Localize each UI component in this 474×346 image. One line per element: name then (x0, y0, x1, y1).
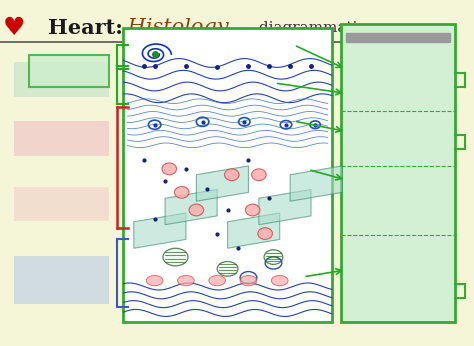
Ellipse shape (272, 275, 288, 286)
Bar (123, 28, 332, 322)
Ellipse shape (258, 228, 273, 239)
Ellipse shape (189, 204, 204, 216)
Ellipse shape (240, 275, 257, 286)
Ellipse shape (252, 169, 266, 181)
Text: Heart:: Heart: (47, 18, 122, 38)
Ellipse shape (178, 275, 194, 286)
Ellipse shape (209, 275, 226, 286)
Bar (14, 187, 109, 221)
Text: Histology,: Histology, (121, 18, 232, 37)
Bar (341, 24, 455, 322)
Ellipse shape (217, 262, 238, 276)
Ellipse shape (264, 250, 283, 264)
Ellipse shape (174, 186, 189, 198)
Text: ♥: ♥ (3, 16, 26, 40)
Ellipse shape (162, 163, 176, 175)
Polygon shape (228, 213, 280, 248)
Text: diagrammatic: diagrammatic (254, 21, 365, 35)
Bar (28, 55, 109, 86)
Polygon shape (134, 213, 186, 248)
Ellipse shape (246, 204, 260, 216)
Ellipse shape (146, 275, 163, 286)
Polygon shape (165, 190, 217, 225)
Polygon shape (290, 166, 342, 201)
Polygon shape (196, 166, 248, 201)
Polygon shape (259, 190, 311, 225)
Ellipse shape (225, 169, 239, 181)
Bar (14, 62, 109, 97)
Ellipse shape (163, 248, 188, 266)
Bar (346, 33, 450, 42)
Bar (14, 256, 109, 304)
Bar (14, 121, 109, 156)
